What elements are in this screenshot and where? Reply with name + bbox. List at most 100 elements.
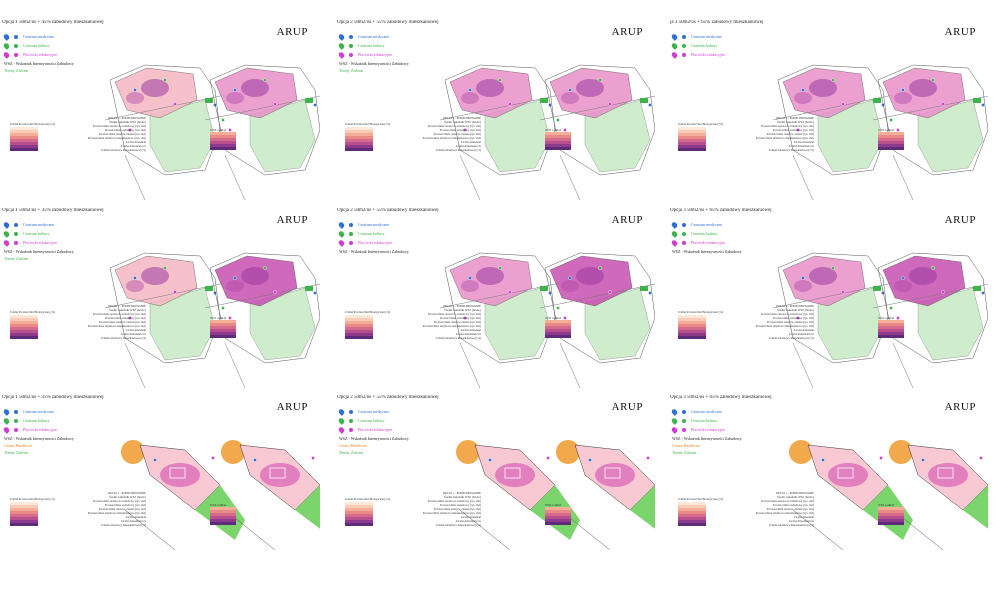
map-pin-icon[interactable] <box>896 128 900 132</box>
map-pin-icon[interactable] <box>463 316 467 320</box>
map-pin-icon[interactable] <box>273 290 277 294</box>
scale-step <box>678 523 706 526</box>
map-pin-icon[interactable] <box>901 276 905 280</box>
map-pin-icon[interactable] <box>313 103 317 107</box>
map-pin-icon[interactable] <box>498 266 502 270</box>
wsz-label: WSZ - Wskaźnik Intensywności Zabudowy <box>339 61 409 66</box>
map-pin-icon[interactable] <box>981 291 985 295</box>
map-pin-icon[interactable] <box>568 88 572 92</box>
map-pin-icon[interactable] <box>889 118 893 122</box>
map-pin-icon[interactable] <box>831 266 835 270</box>
map-pin-icon[interactable] <box>841 290 845 294</box>
map-pin-icon[interactable] <box>313 291 317 295</box>
map-pin-icon[interactable] <box>498 78 502 82</box>
map-pin-icon[interactable] <box>128 128 132 132</box>
map-pin-icon[interactable] <box>153 458 157 462</box>
map-pin-icon[interactable] <box>941 102 945 106</box>
map-pin-icon[interactable] <box>468 88 472 92</box>
map-pin-icon[interactable] <box>563 128 567 132</box>
map-pin-icon[interactable] <box>228 316 232 320</box>
map-pin-icon[interactable] <box>901 88 905 92</box>
map-pin-icon[interactable] <box>646 456 650 460</box>
map-pin-icon[interactable] <box>211 456 215 460</box>
map-pin-icon[interactable] <box>568 276 572 280</box>
map-pin-icon[interactable] <box>821 458 825 462</box>
map-pin-icon[interactable] <box>253 458 257 462</box>
map-pin-icon[interactable] <box>648 291 652 295</box>
scale-step <box>10 148 38 151</box>
map-pin-icon[interactable] <box>801 88 805 92</box>
map-pin-icon[interactable] <box>896 316 900 320</box>
map-pin-icon[interactable] <box>588 458 592 462</box>
map-pin-icon[interactable] <box>163 78 167 82</box>
map-pin-icon[interactable] <box>546 456 550 460</box>
wsz-distribution: WSZ rozkład <box>210 503 236 525</box>
map-pin-icon[interactable] <box>233 276 237 280</box>
intensity-blob <box>809 79 837 97</box>
map-pin-icon[interactable] <box>128 316 132 320</box>
wsz-label: WSZ - Wskaźnik Intensywności Zabudowy <box>339 436 409 441</box>
arup-logo: ARUP <box>276 26 308 38</box>
map-pin-icon[interactable] <box>221 306 225 310</box>
legend-item: Placówki edukacyjne <box>337 50 409 59</box>
panel-title: Opcja 2 50m2/os + 55% zabudowy mieszkani… <box>337 395 439 400</box>
map-pin-icon[interactable] <box>598 78 602 82</box>
map-pin-icon[interactable] <box>796 128 800 132</box>
map-pin-icon[interactable] <box>163 266 167 270</box>
map-pin-icon[interactable] <box>233 88 237 92</box>
param-row: Udział zabudowy mieszkaniowej (%) <box>100 523 146 527</box>
wsz-label: WSZ - Wskaźnik Intensywności Zabudowy <box>4 61 74 66</box>
map-pin-icon[interactable] <box>463 128 467 132</box>
scale-step <box>210 513 236 516</box>
map-legend: Centrum medyczne Centrum kultury Placówki … <box>337 220 409 254</box>
map-pin-icon[interactable] <box>921 458 925 462</box>
map-pin-icon[interactable] <box>889 306 893 310</box>
map-pin-icon[interactable] <box>648 103 652 107</box>
map-pin-icon[interactable] <box>173 290 177 294</box>
map-pin-icon[interactable] <box>608 102 612 106</box>
building-outline <box>169 467 186 479</box>
map-pin-icon[interactable] <box>173 102 177 106</box>
map-pin-icon[interactable] <box>556 118 560 122</box>
map-pin-icon[interactable] <box>979 456 983 460</box>
map-pin-icon[interactable] <box>931 266 935 270</box>
map-pin-icon[interactable] <box>468 276 472 280</box>
map-pin-icon[interactable] <box>879 456 883 460</box>
map-pin-icon[interactable] <box>133 276 137 280</box>
map-pin-icon[interactable] <box>598 266 602 270</box>
map-pin-icon[interactable] <box>556 306 560 310</box>
map-pin-icon[interactable] <box>263 266 267 270</box>
scale-step <box>545 132 571 135</box>
site-map-3 <box>539 64 655 201</box>
legend-label: Placówki edukacyjne <box>691 240 726 245</box>
map-pin-icon[interactable] <box>508 102 512 106</box>
map-pin-icon[interactable] <box>563 316 567 320</box>
map-pin-icon[interactable] <box>508 290 512 294</box>
legend-dot-icon <box>13 408 19 415</box>
map-pin-icon[interactable] <box>228 128 232 132</box>
legend-dot-icon <box>13 51 19 58</box>
map-pin-icon[interactable] <box>831 78 835 82</box>
map-pin-icon[interactable] <box>981 103 985 107</box>
map-pin-icon[interactable] <box>931 78 935 82</box>
map-pin-icon[interactable] <box>221 118 225 122</box>
param-header: OPCJA 1 - PODSUMOWANIE <box>107 116 146 120</box>
map-pin-icon[interactable] <box>273 102 277 106</box>
map-pin-icon[interactable] <box>941 290 945 294</box>
legend-label: Centrum medyczne <box>691 409 723 414</box>
map-pin-icon[interactable] <box>311 456 315 460</box>
map-pin-icon[interactable] <box>263 78 267 82</box>
param-row: Powierzchnia użytkowa mieszkaniowa (tys.… <box>755 324 814 328</box>
map-pin-icon[interactable] <box>796 316 800 320</box>
intensity-blob <box>260 463 300 487</box>
intensity-blob <box>495 463 535 487</box>
legend-label: Placówki edukacyjne <box>691 427 726 432</box>
legend-label: Centrum medyczne <box>23 34 55 39</box>
map-pin-icon[interactable] <box>488 458 492 462</box>
map-pin-icon[interactable] <box>801 276 805 280</box>
map-pin-icon[interactable] <box>133 88 137 92</box>
map-pin-icon[interactable] <box>608 290 612 294</box>
scale-step <box>10 136 38 139</box>
map-pin-icon[interactable] <box>841 102 845 106</box>
legend-label: Placówki edukacyjne <box>23 52 58 57</box>
